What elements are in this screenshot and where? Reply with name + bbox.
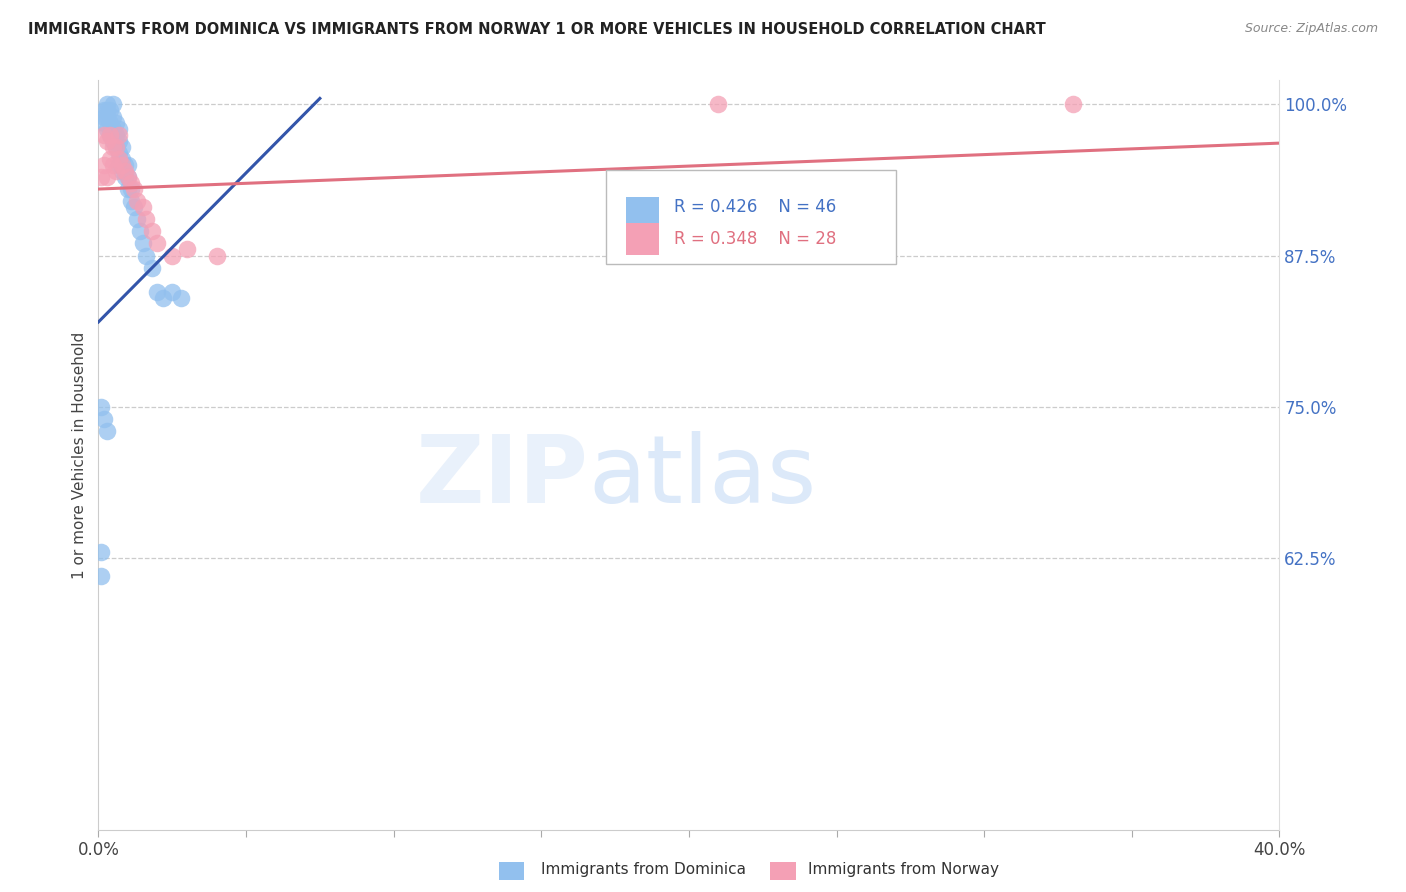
Point [111, 152, 134, 166]
Point [108, 158, 131, 172]
Point [125, 194, 148, 208]
Point [111, 140, 134, 154]
Point [103, 158, 125, 172]
Point [98, 115, 121, 129]
Bar [626, 197, 659, 228]
Point [90, 169, 112, 184]
Point [120, 194, 142, 208]
Point [103, 97, 125, 112]
Point [93, 110, 115, 124]
Point [96, 169, 118, 184]
Text: R = 0.348    N = 28: R = 0.348 N = 28 [673, 229, 837, 248]
Point [117, 182, 139, 196]
Point [120, 176, 142, 190]
Point [90, 568, 112, 582]
Point [93, 411, 115, 425]
Point [146, 236, 169, 251]
Point [103, 121, 125, 136]
Point [128, 224, 150, 238]
Point [90, 400, 112, 414]
Point [114, 164, 136, 178]
Point [105, 128, 128, 142]
Point [141, 224, 163, 238]
Point [96, 103, 118, 118]
Point [93, 158, 115, 172]
Point [108, 128, 131, 142]
Point [152, 291, 174, 305]
Point [96, 97, 118, 112]
Text: R = 0.426    N = 46: R = 0.426 N = 46 [673, 198, 835, 216]
Point [98, 128, 121, 142]
Point [108, 152, 131, 166]
Point [205, 248, 228, 262]
Text: Source: ZipAtlas.com: Source: ZipAtlas.com [1244, 22, 1378, 36]
Point [105, 140, 128, 154]
Point [96, 424, 118, 438]
Point [103, 110, 125, 124]
Point [125, 212, 148, 227]
FancyBboxPatch shape [606, 170, 896, 264]
Y-axis label: 1 or more Vehicles in Household: 1 or more Vehicles in Household [72, 331, 87, 579]
Point [141, 260, 163, 275]
Point [98, 128, 121, 142]
Point [135, 212, 157, 227]
Point [117, 158, 139, 172]
Point [132, 200, 155, 214]
Point [108, 134, 131, 148]
Point [707, 97, 730, 112]
Text: ZIP: ZIP [416, 432, 589, 524]
Point [108, 121, 131, 136]
Point [170, 291, 193, 305]
Point [122, 182, 145, 196]
Point [135, 248, 157, 262]
Point [105, 164, 128, 178]
Point [93, 103, 115, 118]
Bar [626, 223, 659, 255]
Point [114, 158, 136, 172]
Text: Immigrants from Norway: Immigrants from Norway [808, 863, 1000, 877]
Point [132, 236, 155, 251]
Text: atlas: atlas [589, 432, 817, 524]
Point [93, 115, 115, 129]
Point [114, 169, 136, 184]
Point [162, 285, 183, 299]
Point [108, 145, 131, 160]
Point [162, 248, 183, 262]
Point [105, 140, 128, 154]
Point [122, 200, 145, 214]
Point [96, 134, 118, 148]
Point [176, 243, 198, 257]
Point [93, 128, 115, 142]
Point [103, 134, 125, 148]
Point [98, 152, 121, 166]
Point [103, 140, 125, 154]
Point [105, 115, 128, 129]
Point [117, 169, 139, 184]
Point [111, 158, 134, 172]
Point [117, 169, 139, 184]
Text: IMMIGRANTS FROM DOMINICA VS IMMIGRANTS FROM NORWAY 1 OR MORE VEHICLES IN HOUSEHO: IMMIGRANTS FROM DOMINICA VS IMMIGRANTS F… [28, 22, 1046, 37]
Point [146, 285, 169, 299]
Point [111, 164, 134, 178]
Point [1062, 97, 1084, 112]
Point [90, 544, 112, 558]
Point [98, 103, 121, 118]
Text: Immigrants from Dominica: Immigrants from Dominica [541, 863, 747, 877]
Point [96, 110, 118, 124]
Point [120, 182, 142, 196]
Point [96, 121, 118, 136]
